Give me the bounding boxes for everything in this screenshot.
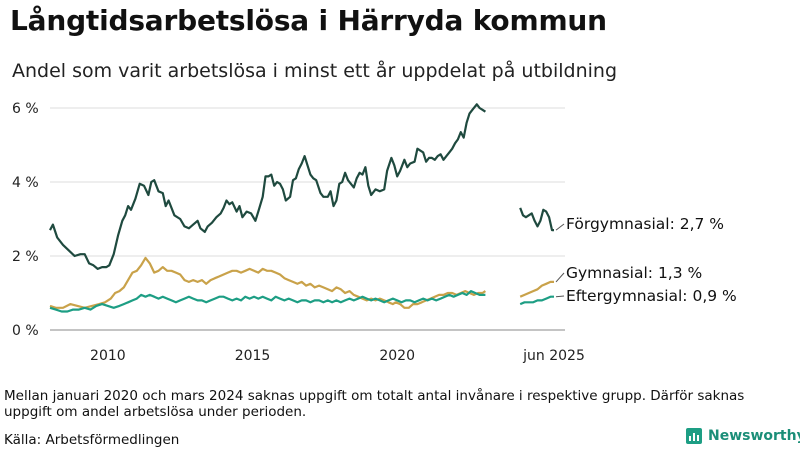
y-tick-label: 2 % bbox=[12, 249, 39, 265]
series-line-eftergymnasial bbox=[519, 295, 554, 306]
end-label-eftergymnasial: Eftergymnasial: 0,9 % bbox=[566, 287, 737, 305]
footnote: Mellan januari 2020 och mars 2024 saknas… bbox=[4, 388, 745, 420]
series-line-gymnasial bbox=[49, 256, 487, 309]
y-tick-label: 4 % bbox=[12, 175, 39, 191]
series-line-förgymnasial bbox=[519, 207, 554, 232]
end-label-förgymnasial: Förgymnasial: 2,7 % bbox=[566, 215, 724, 233]
series-line-eftergymnasial bbox=[49, 290, 486, 313]
end-label-connector bbox=[555, 272, 565, 283]
x-tick-label: 2020 bbox=[379, 348, 415, 364]
end-label-gymnasial: Gymnasial: 1,3 % bbox=[566, 264, 702, 282]
chart-title: Långtidsarbetslösa i Härryda kommun bbox=[10, 4, 607, 37]
brand-logo: Newsworthy bbox=[686, 428, 800, 444]
x-tick-label: jun 2025 bbox=[522, 348, 585, 364]
y-tick-label: 0 % bbox=[12, 323, 39, 339]
series-line-gymnasial bbox=[519, 280, 554, 298]
x-tick-label: 2010 bbox=[90, 348, 126, 364]
chart-subtitle: Andel som varit arbetslösa i minst ett å… bbox=[12, 60, 618, 82]
x-tick-label: 2015 bbox=[235, 348, 271, 364]
bar-chart-icon bbox=[686, 428, 702, 444]
y-tick-label: 6 % bbox=[12, 101, 39, 117]
brand-name: Newsworthy bbox=[708, 428, 800, 444]
end-label-connector bbox=[555, 223, 565, 231]
source-credit: Källa: Arbetsförmedlingen bbox=[4, 432, 180, 448]
series-line-förgymnasial bbox=[49, 103, 487, 270]
line-chart: 0 % 2 % 4 % 6 % 2010 2015 2020 jun 2025 Förgymna… bbox=[12, 101, 737, 364]
end-label-connector bbox=[555, 295, 565, 298]
